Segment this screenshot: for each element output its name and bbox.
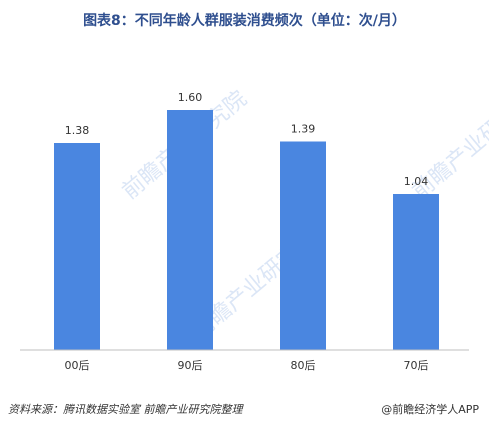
category-label-3: 70后 xyxy=(404,359,429,372)
bar-2 xyxy=(280,141,326,350)
category-label-0: 00后 xyxy=(65,359,90,372)
value-label-1: 1.60 xyxy=(178,91,203,104)
bar-1 xyxy=(167,110,213,350)
category-labels-group: 00后 90后 80后 70后 xyxy=(65,359,429,372)
value-label-2: 1.39 xyxy=(291,123,316,136)
value-label-0: 1.38 xyxy=(65,124,90,137)
value-labels-group: 1.38 1.60 1.39 1.04 xyxy=(65,91,429,188)
bar-0 xyxy=(54,143,100,350)
bar-3 xyxy=(393,194,439,350)
category-label-1: 90后 xyxy=(178,359,203,372)
brand-credit: @前瞻经济学人APP xyxy=(381,403,479,416)
source-note: 资料来源：腾讯数据实验室 前瞻产业研究院整理 xyxy=(8,403,243,416)
value-label-3: 1.04 xyxy=(404,175,429,188)
bars-group xyxy=(54,110,439,350)
category-label-2: 80后 xyxy=(291,359,316,372)
chart-title: 图表8：不同年龄人群服装消费频次（单位：次/月） xyxy=(83,13,406,29)
